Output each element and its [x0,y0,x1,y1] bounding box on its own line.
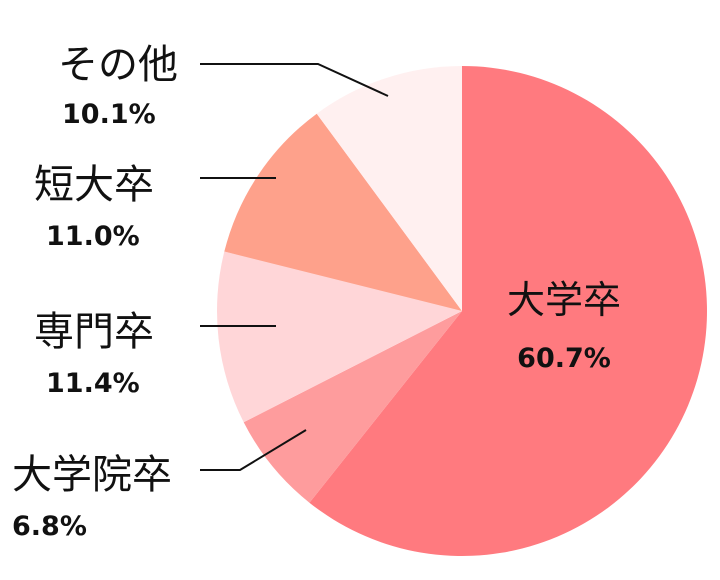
leader-line-sonota [200,63,389,97]
slice-label-daigaku: 大学卒 [507,278,621,322]
slice-label-sonota: その他 [58,42,178,88]
slice-label-daigakuin: 大学院卒 [12,452,172,498]
slice-value-senmon: 11.4% [46,368,140,399]
pie-slices [216,66,707,557]
pie-slice-senmon [216,251,462,423]
pie-slice-tandai [224,113,462,311]
pie-slice-daigaku [309,66,707,557]
pie-slice-daigakuin [243,311,462,503]
slice-value-sonota: 10.1% [62,99,156,130]
slice-value-tandai: 11.0% [46,221,140,252]
slice-label-tandai: 短大卒 [34,162,154,208]
slice-value-daigakuin: 6.8% [12,511,87,542]
leader-line-daigakuin [200,429,307,471]
slice-label-senmon: 専門卒 [34,309,154,355]
leader-lines [200,63,389,471]
pie-slice-sonota [316,66,462,311]
slice-value-daigaku: 60.7% [517,343,611,374]
